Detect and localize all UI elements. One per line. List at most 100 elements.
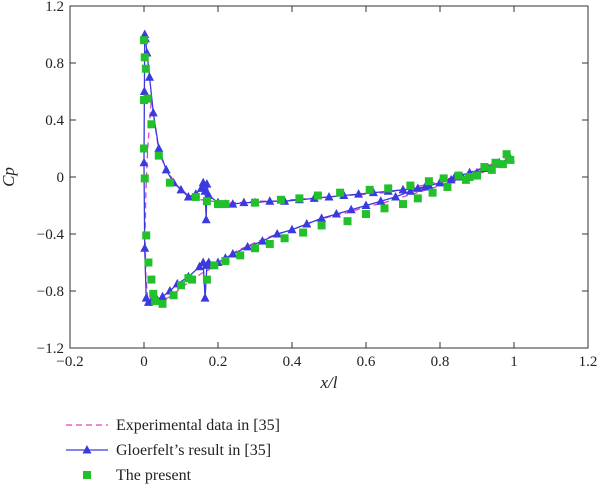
data-point bbox=[200, 293, 210, 302]
data-point bbox=[183, 191, 193, 201]
data-point bbox=[346, 204, 356, 214]
data-point bbox=[147, 275, 156, 284]
data-point bbox=[243, 241, 253, 251]
y-tick-label: 0 bbox=[57, 170, 65, 186]
data-point bbox=[151, 296, 160, 305]
data-point bbox=[204, 190, 214, 200]
data-point bbox=[149, 289, 158, 298]
data-point bbox=[228, 248, 238, 258]
data-point bbox=[398, 184, 408, 194]
data-point bbox=[177, 281, 185, 290]
data-point bbox=[148, 107, 158, 117]
data-point bbox=[195, 261, 204, 271]
data-point bbox=[272, 229, 282, 238]
data-point bbox=[257, 236, 267, 245]
data-point bbox=[196, 183, 206, 192]
data-point bbox=[287, 224, 297, 234]
x-tick-label: 0.4 bbox=[283, 354, 302, 370]
y-tick-label: −0.8 bbox=[37, 284, 64, 300]
data-point bbox=[317, 221, 326, 230]
data-point bbox=[140, 174, 149, 183]
data-point bbox=[140, 243, 150, 252]
data-point bbox=[154, 151, 163, 160]
data-point bbox=[302, 219, 312, 228]
data-point bbox=[239, 197, 249, 207]
series-0 bbox=[144, 98, 511, 307]
data-point bbox=[202, 275, 211, 284]
x-tick-label: 0 bbox=[140, 354, 148, 370]
y-tick-label: 0.8 bbox=[45, 56, 64, 72]
data-point bbox=[161, 164, 171, 174]
legend-label: Gloerfelt’s result in [35] bbox=[116, 442, 271, 459]
data-point bbox=[295, 194, 304, 203]
data-point bbox=[406, 181, 415, 190]
data-point bbox=[251, 244, 259, 253]
y-axis-title: Cp bbox=[0, 167, 18, 187]
data-point bbox=[454, 171, 463, 180]
data-point bbox=[506, 155, 515, 164]
data-point bbox=[443, 182, 452, 191]
data-point bbox=[188, 275, 197, 284]
data-point bbox=[142, 231, 151, 240]
data-point bbox=[362, 210, 370, 219]
data-point bbox=[176, 184, 186, 194]
data-point bbox=[202, 197, 211, 206]
data-point bbox=[399, 200, 407, 209]
data-point bbox=[141, 64, 150, 73]
data-point bbox=[424, 177, 433, 186]
data-point bbox=[336, 188, 345, 197]
legend: Experimental data in [35] Gloerfelt’s res… bbox=[66, 417, 280, 484]
data-point bbox=[265, 196, 275, 205]
data-point bbox=[251, 198, 259, 207]
data-point bbox=[343, 217, 352, 226]
data-point bbox=[236, 251, 245, 260]
data-point bbox=[428, 188, 437, 197]
data-point bbox=[331, 209, 341, 218]
data-point bbox=[480, 163, 489, 172]
y-axis: −1.2 −0.8 −0.4 0 0.4 0.8 1.2 bbox=[37, 0, 588, 357]
data-point bbox=[198, 177, 208, 187]
data-point bbox=[317, 213, 327, 222]
data-point bbox=[276, 195, 285, 204]
data-point bbox=[158, 291, 167, 301]
data-point bbox=[280, 234, 289, 243]
data-point bbox=[228, 199, 238, 208]
x-tick-label: 0.6 bbox=[357, 354, 376, 370]
data-point bbox=[376, 196, 386, 205]
data-point bbox=[265, 239, 274, 248]
data-point bbox=[405, 186, 415, 195]
data-point bbox=[221, 257, 230, 266]
data-point bbox=[384, 184, 393, 193]
data-point bbox=[214, 200, 222, 209]
data-point bbox=[169, 291, 178, 300]
data-point bbox=[420, 181, 430, 191]
x-tick-label: 0.2 bbox=[209, 354, 228, 370]
plot-area bbox=[69, 5, 589, 349]
data-point bbox=[354, 189, 364, 198]
data-point bbox=[361, 200, 371, 209]
data-point bbox=[139, 86, 149, 95]
data-point bbox=[413, 194, 422, 203]
x-axis-title: x/l bbox=[320, 373, 338, 392]
data-point bbox=[391, 191, 401, 201]
data-point bbox=[487, 165, 496, 174]
data-point bbox=[413, 183, 423, 192]
data-point bbox=[154, 143, 164, 152]
data-point bbox=[210, 261, 219, 270]
data-point bbox=[139, 157, 149, 167]
data-point bbox=[473, 171, 481, 180]
series-line bbox=[144, 98, 511, 307]
data-point bbox=[165, 178, 174, 187]
data-point bbox=[191, 192, 200, 201]
legend-label: Experimental data in [35] bbox=[116, 417, 280, 434]
data-point bbox=[313, 191, 322, 200]
data-point bbox=[461, 175, 470, 184]
series-line bbox=[143, 34, 511, 304]
data-point bbox=[299, 228, 308, 237]
x-axis: −0.2 0 0.2 0.4 0.6 0.8 1 1.2 bbox=[56, 6, 597, 370]
y-tick-label: −0.4 bbox=[37, 227, 65, 243]
legend-marker bbox=[83, 471, 91, 479]
data-point bbox=[439, 174, 448, 183]
data-point bbox=[502, 150, 511, 159]
